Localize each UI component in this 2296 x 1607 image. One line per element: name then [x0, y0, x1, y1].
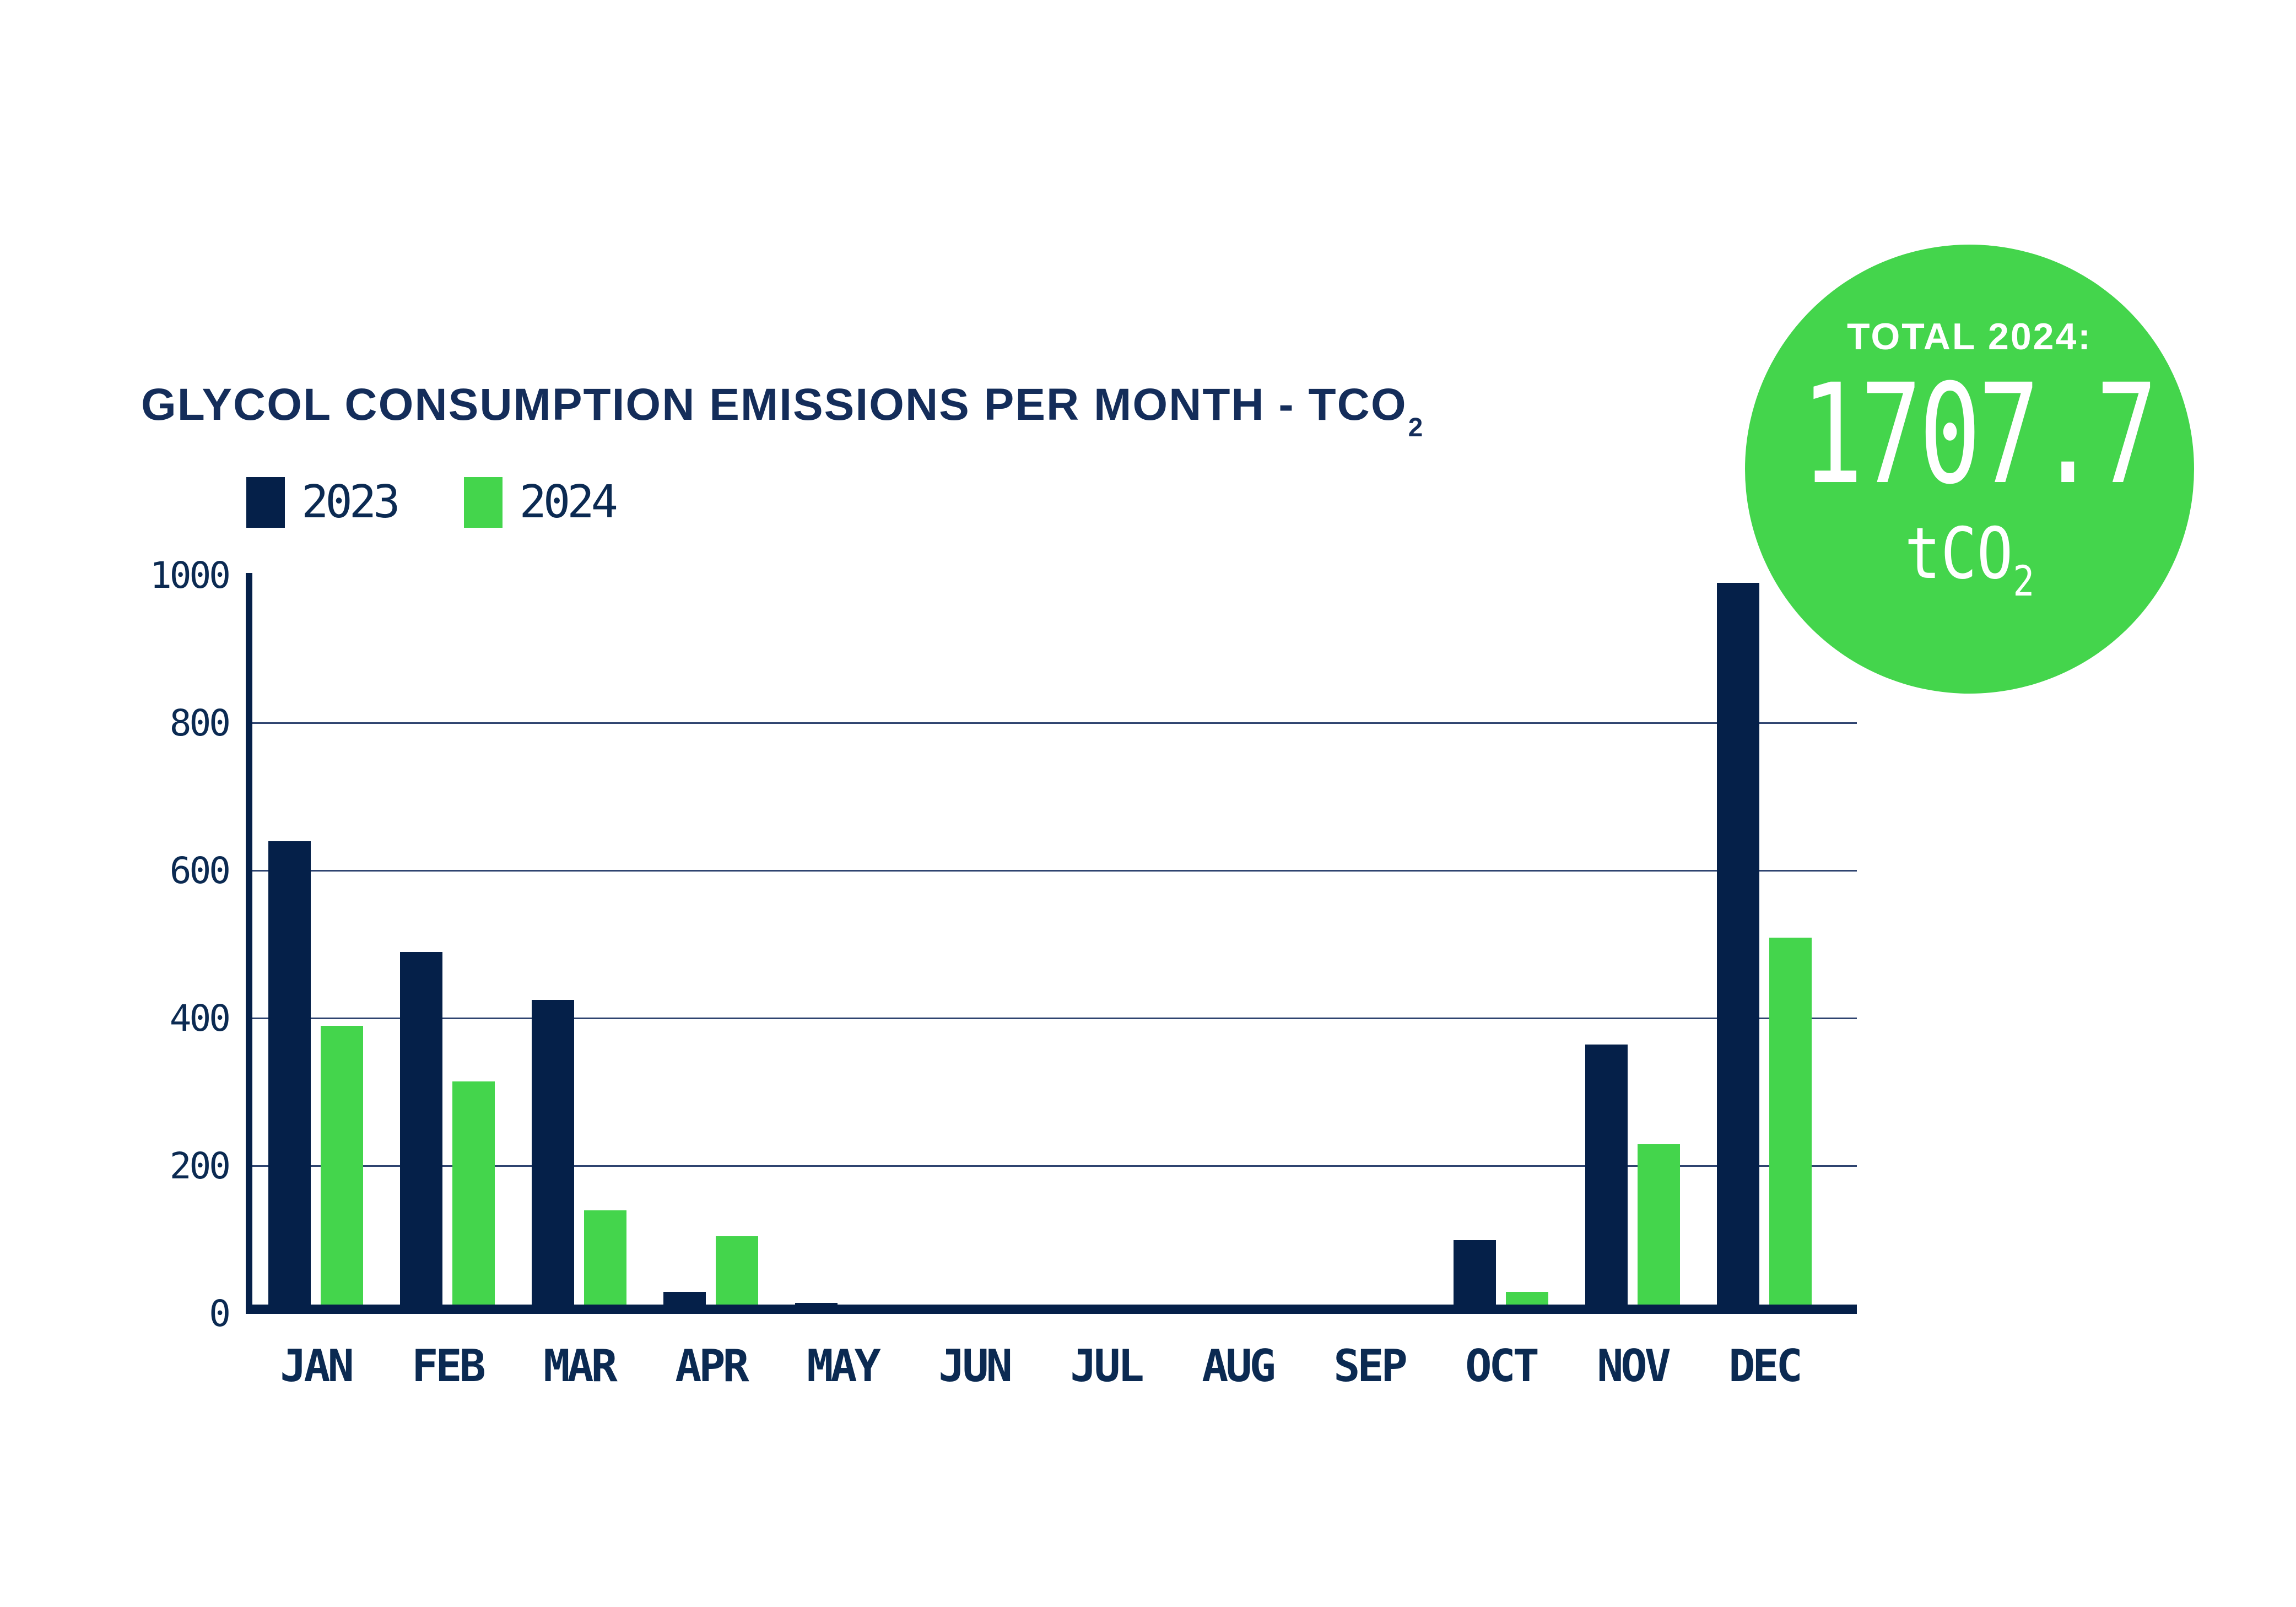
gridline-800: [252, 722, 1857, 724]
y-tick-600: 600: [169, 850, 231, 892]
legend-label-2024: 2024: [519, 476, 618, 528]
month-label-nov: NOV: [1597, 1340, 1671, 1392]
y-tick-200: 200: [169, 1145, 231, 1187]
gridline-400: [252, 1018, 1857, 1019]
badge-unit-text: tCO: [1904, 513, 2013, 595]
y-tick-800: 800: [169, 702, 231, 744]
month-label-aug: AUG: [1202, 1340, 1276, 1392]
month-label-oct: OCT: [1465, 1340, 1539, 1392]
badge-value: 1707.7: [1801, 354, 2158, 515]
month-label-may: MAY: [807, 1340, 881, 1392]
month-label-feb: FEB: [412, 1340, 486, 1392]
legend-swatch-2024: [464, 477, 503, 528]
gridline-600: [252, 870, 1857, 872]
bar-2023-dec: [1717, 583, 1759, 1314]
y-tick-400: 400: [169, 997, 231, 1040]
x-axis-line: [246, 1305, 1857, 1314]
month-label-dec: DEC: [1728, 1340, 1803, 1392]
chart-title-subscript: 2: [1408, 413, 1424, 442]
legend-item-2024: 2024: [464, 476, 618, 528]
gridline-200: [252, 1165, 1857, 1167]
badge-unit: tCO2: [1779, 519, 2160, 602]
y-axis-line: [246, 573, 252, 1314]
bar-2024-dec: [1769, 938, 1812, 1314]
month-label-apr: APR: [675, 1340, 749, 1392]
legend: 2023 2024: [246, 476, 618, 528]
bar-2023-feb: [400, 952, 442, 1314]
y-tick-1000: 1000: [150, 554, 231, 597]
badge-unit-subscript: 2: [2013, 556, 2035, 605]
legend-item-2023: 2023: [246, 476, 401, 528]
legend-label-2023: 2023: [301, 476, 401, 528]
y-tick-0: 0: [209, 1292, 231, 1335]
total-2024-badge: TOTAL 2024: 1707.7 tCO2: [1745, 245, 2194, 694]
bar-2024-nov: [1638, 1144, 1680, 1314]
legend-swatch-2023: [246, 477, 285, 528]
month-label-jun: JUN: [938, 1340, 1013, 1392]
bar-2023-mar: [532, 1000, 574, 1314]
month-label-jan: JAN: [280, 1340, 354, 1392]
bar-2024-apr: [716, 1236, 758, 1314]
bar-2024-feb: [452, 1081, 495, 1314]
bar-2024-mar: [584, 1210, 626, 1314]
bar-2024-jan: [321, 1026, 363, 1314]
badge-heading: TOTAL 2024:: [1847, 316, 2092, 358]
month-label-jul: JUL: [1070, 1340, 1144, 1392]
chart-title: GLYCOL CONSUMPTION EMISSIONS PER MONTH -…: [141, 379, 1423, 442]
bar-2023-jan: [268, 841, 311, 1314]
month-label-mar: MAR: [543, 1340, 618, 1392]
chart-title-text: GLYCOL CONSUMPTION EMISSIONS PER MONTH -…: [141, 380, 1407, 430]
month-label-sep: SEP: [1333, 1340, 1408, 1392]
bar-2023-nov: [1585, 1045, 1628, 1314]
bar-2023-oct: [1454, 1240, 1496, 1314]
